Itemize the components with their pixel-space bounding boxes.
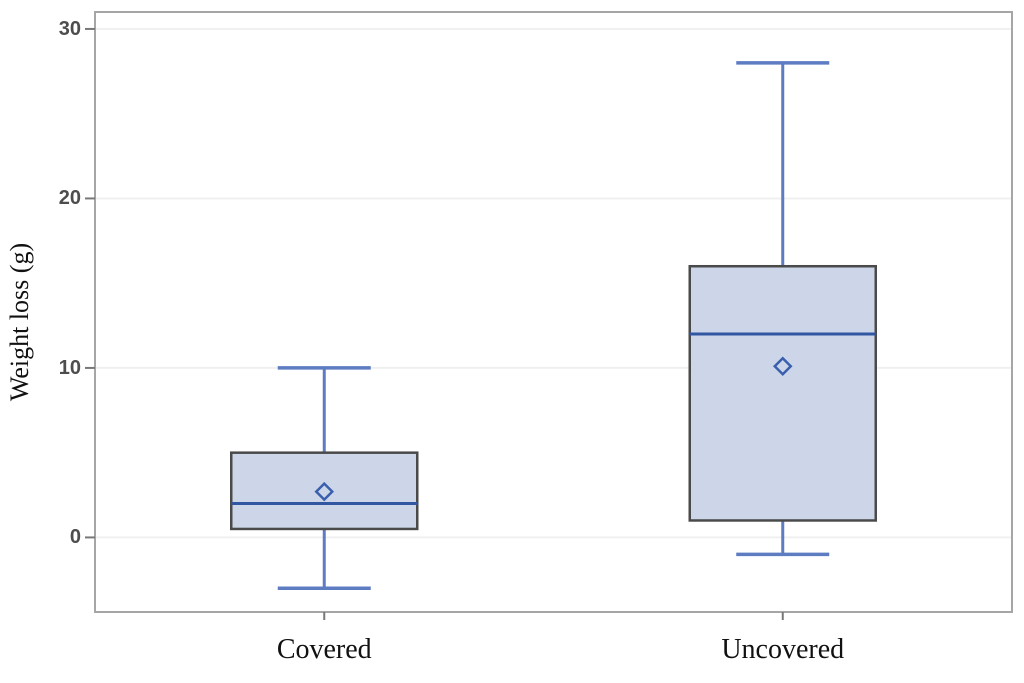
- y-tick-label: 20: [58, 187, 81, 210]
- plot-frame: [94, 11, 1013, 613]
- x-category-label-uncovered: Uncovered: [721, 634, 845, 665]
- y-tick-label: 10: [58, 356, 81, 379]
- y-tick-label: 0: [69, 526, 81, 549]
- box-uncovered: [688, 264, 877, 522]
- box-covered: [230, 451, 419, 531]
- y-tick-label: 30: [58, 17, 81, 40]
- mean-diamond-icon: [314, 481, 335, 502]
- mean-diamond-icon: [772, 356, 793, 377]
- x-category-label-covered: Covered: [276, 634, 372, 665]
